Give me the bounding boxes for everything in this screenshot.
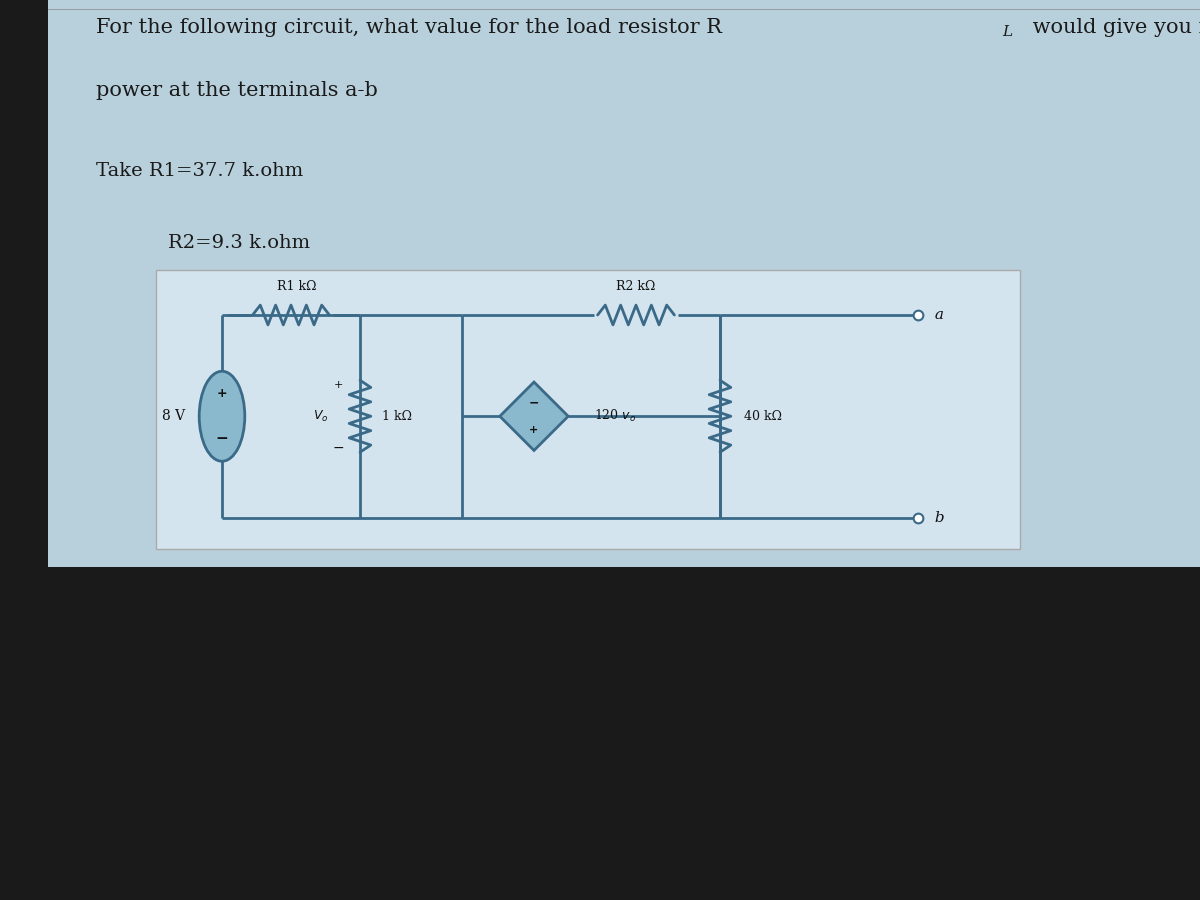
Text: $V_o$: $V_o$: [313, 409, 328, 424]
Text: R1 kΩ: R1 kΩ: [277, 280, 317, 292]
Polygon shape: [499, 382, 569, 450]
Text: would give you maximum: would give you maximum: [1026, 18, 1200, 37]
Text: R2 kΩ: R2 kΩ: [617, 280, 655, 292]
Text: For the following circuit, what value for the load resistor R: For the following circuit, what value fo…: [96, 18, 722, 37]
Text: +: +: [334, 380, 343, 390]
FancyBboxPatch shape: [48, 0, 1200, 567]
Text: 1 kΩ: 1 kΩ: [382, 410, 412, 423]
Text: +: +: [529, 425, 539, 435]
Text: −: −: [529, 396, 539, 410]
Text: +: +: [217, 387, 227, 400]
Text: 8 V: 8 V: [162, 410, 186, 423]
Text: 40 kΩ: 40 kΩ: [744, 410, 782, 423]
FancyBboxPatch shape: [0, 567, 1200, 900]
Text: L: L: [1002, 25, 1012, 40]
FancyBboxPatch shape: [156, 270, 1020, 549]
Text: R2=9.3 k.ohm: R2=9.3 k.ohm: [168, 234, 310, 252]
Text: −: −: [216, 431, 228, 446]
Text: −: −: [332, 441, 344, 454]
Text: a: a: [930, 308, 944, 322]
Text: power at the terminals a-b: power at the terminals a-b: [96, 81, 378, 100]
Text: Take R1=37.7 k.ohm: Take R1=37.7 k.ohm: [96, 162, 304, 180]
Ellipse shape: [199, 371, 245, 461]
Text: 120 $v_o$: 120 $v_o$: [594, 409, 636, 424]
Text: b: b: [930, 510, 944, 525]
